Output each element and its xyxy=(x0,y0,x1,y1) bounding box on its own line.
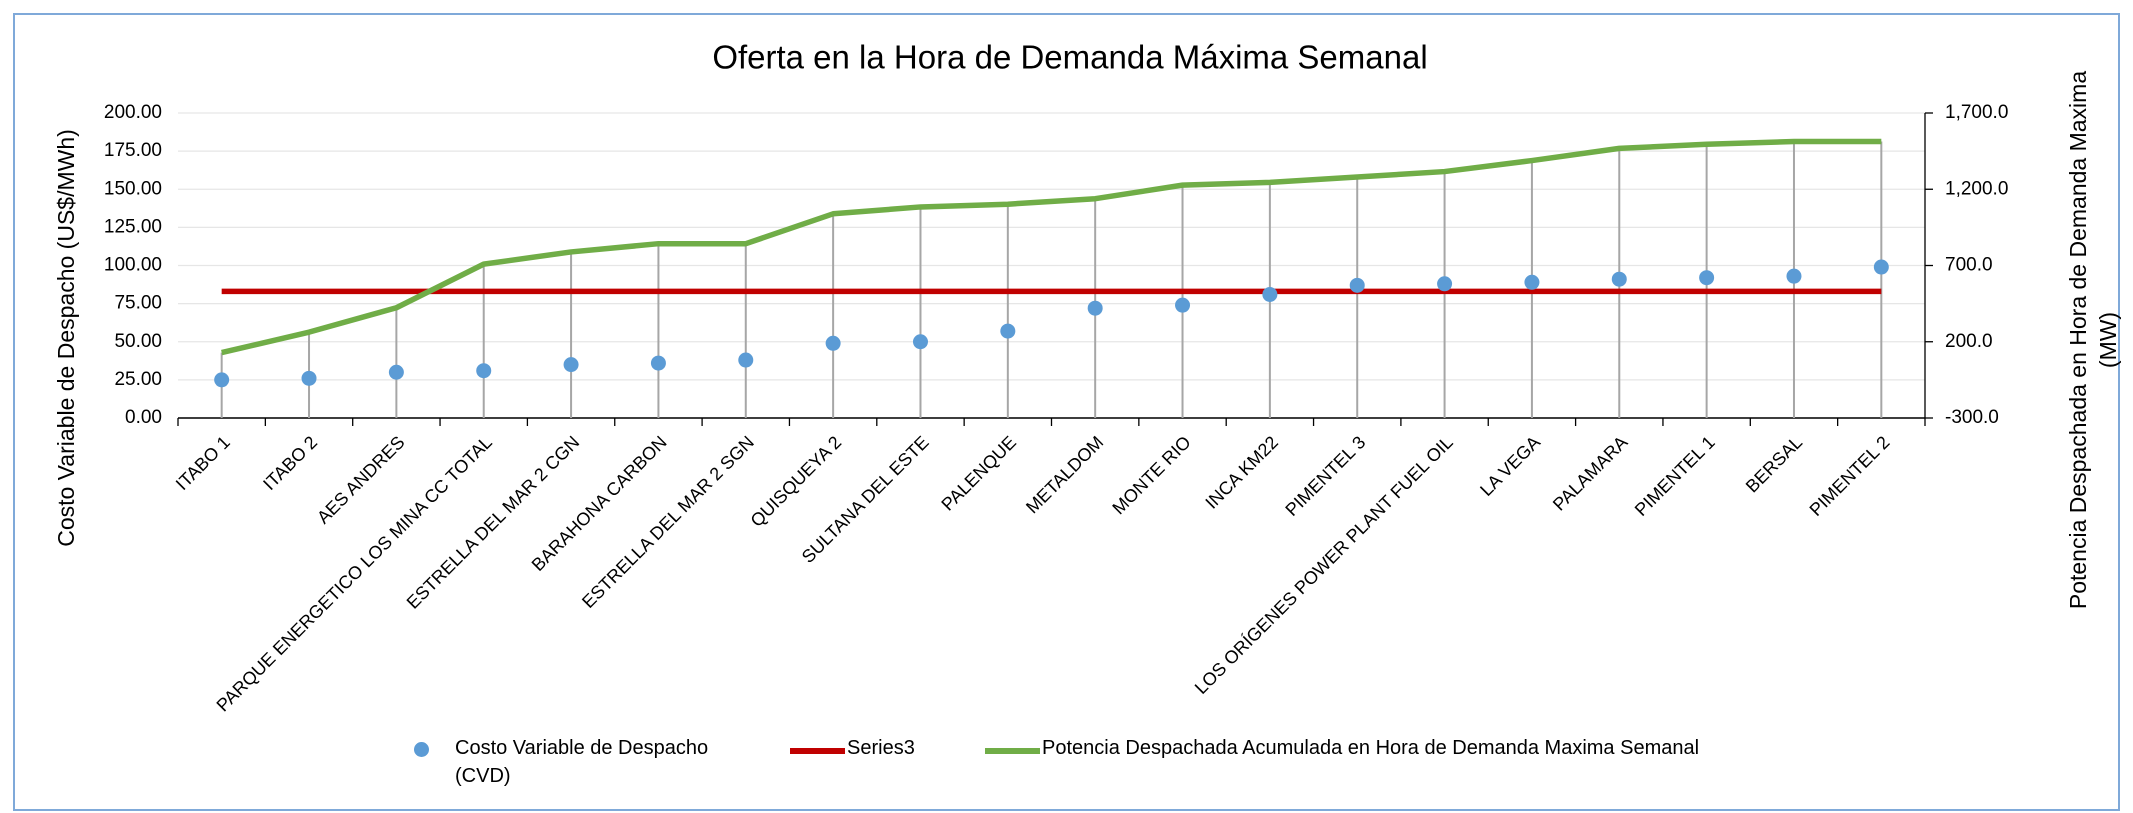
y-tick-label: 50.00 xyxy=(114,331,162,352)
y2-tick-label: 1,200.0 xyxy=(1945,178,2008,199)
data-point xyxy=(301,370,317,386)
y-tick-label: 150.00 xyxy=(104,178,162,199)
y2-tick-label: 1,700.0 xyxy=(1945,102,2008,123)
data-point xyxy=(738,352,754,368)
x-tick-label: MONTE RIO xyxy=(1108,432,1194,518)
y2-tick-label: 700.0 xyxy=(1945,255,1993,276)
data-point xyxy=(563,357,579,373)
chart-title: Oferta en la Hora de Demanda Máxima Sema… xyxy=(712,39,1427,76)
y-tick-label: 125.00 xyxy=(104,216,162,237)
y-tick-label: 0.00 xyxy=(125,407,162,428)
y-tick-label: 200.00 xyxy=(104,102,162,123)
y-tick-label: 25.00 xyxy=(114,369,162,390)
data-point xyxy=(650,355,666,371)
data-point xyxy=(1087,300,1103,316)
data-point xyxy=(1000,323,1016,339)
legend-swatch xyxy=(790,748,845,754)
x-tick-label: ESTRELLA DEL MAR 2 CGN xyxy=(403,432,584,613)
legend-item: Potencia Despachada Acumulada en Hora de… xyxy=(985,737,1782,762)
data-point xyxy=(912,334,928,350)
legend-item: Costo Variable de Despacho (CVD) xyxy=(410,737,725,790)
x-tick-label: ESTRELLA DEL MAR 2 SGN xyxy=(578,432,758,612)
y2-tick-label: 200.0 xyxy=(1945,331,1993,352)
x-tick-label: INCA KM22 xyxy=(1201,432,1282,513)
x-tick-label: METALDOM xyxy=(1022,432,1107,517)
data-point xyxy=(1524,274,1540,290)
data-point xyxy=(1175,297,1191,313)
x-tick-label: PALENQUE xyxy=(937,432,1020,515)
data-point xyxy=(1611,271,1627,287)
y2-tick-label: -300.0 xyxy=(1945,407,1999,428)
data-point xyxy=(1699,270,1715,286)
grid xyxy=(178,112,1925,419)
legend-swatch xyxy=(985,748,1040,754)
data-point xyxy=(388,364,404,380)
x-tick-label: PALAMARA xyxy=(1549,432,1632,515)
y-tick-label: 100.00 xyxy=(104,255,162,276)
x-tick-label: ITABO 1 xyxy=(172,432,234,494)
legend-label: Series3 xyxy=(847,737,915,759)
data-point xyxy=(214,372,230,388)
data-point xyxy=(1437,276,1453,292)
chart-border xyxy=(13,13,2120,811)
x-tick-label: AES ANDRES xyxy=(313,432,408,527)
data-point xyxy=(1349,277,1365,293)
data-point xyxy=(1786,268,1802,284)
legend-label: Costo Variable de Despacho (CVD) xyxy=(455,737,709,787)
data-point xyxy=(1873,259,1889,275)
data-point xyxy=(476,363,492,379)
y-tick-label: 75.00 xyxy=(114,293,162,314)
y-tick-label: 175.00 xyxy=(104,140,162,161)
x-tick-label: LA VEGA xyxy=(1476,432,1544,500)
x-tick-label: PIMENTEL 3 xyxy=(1281,432,1369,520)
legend-swatch xyxy=(414,742,429,757)
x-tick-label: PIMENTEL 1 xyxy=(1631,432,1719,520)
x-tick-label: BERSAL xyxy=(1742,432,1806,496)
legend-item: Series3 xyxy=(790,737,937,762)
y-axis-label: Costo Variable de Despacho (US$/MWh) xyxy=(53,129,79,547)
series-line xyxy=(221,138,1882,356)
legend-label: Potencia Despachada Acumulada en Hora de… xyxy=(1042,737,1700,759)
x-tick-label: PIMENTEL 2 xyxy=(1806,432,1894,520)
x-tick-label: ITABO 2 xyxy=(259,432,321,494)
data-point xyxy=(825,335,841,351)
data-point xyxy=(1262,286,1278,302)
y2-axis-label: Potencia Despachada en Hora de Demanda M… xyxy=(2065,70,2121,610)
x-tick-label: QUISQUEYA 2 xyxy=(747,432,846,531)
